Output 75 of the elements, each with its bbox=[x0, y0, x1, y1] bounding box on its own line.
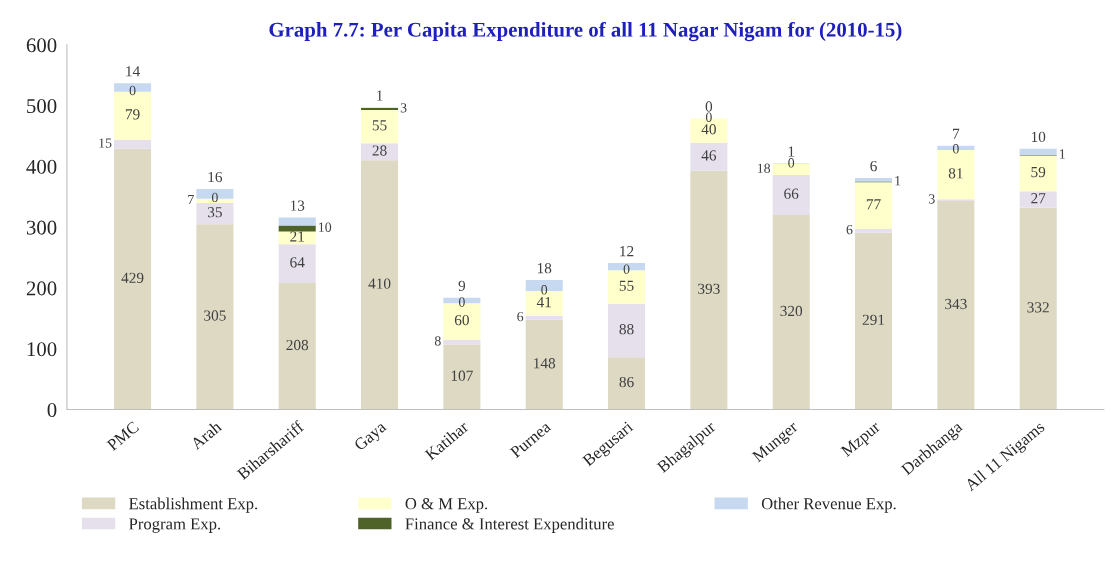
data-label: 55 bbox=[619, 280, 634, 291]
y-tick-label: 500 bbox=[27, 99, 57, 114]
data-label: 0 bbox=[788, 158, 795, 168]
data-label: 343 bbox=[945, 298, 967, 310]
data-label: 0 bbox=[705, 112, 712, 122]
data-label: 7 bbox=[188, 195, 194, 205]
data-label: 15 bbox=[99, 138, 112, 148]
data-label: 10 bbox=[319, 222, 332, 232]
data-label: 40 bbox=[701, 124, 716, 135]
data-label: 66 bbox=[784, 188, 799, 199]
data-label: 27 bbox=[1031, 193, 1046, 204]
data-label: 13 bbox=[290, 200, 305, 211]
data-label: 28 bbox=[372, 145, 387, 156]
data-label: 0 bbox=[211, 192, 218, 203]
data-label: 332 bbox=[1027, 302, 1049, 313]
data-label: 35 bbox=[207, 207, 222, 218]
data-label: 18 bbox=[757, 163, 771, 173]
data-label: 3 bbox=[400, 103, 407, 113]
data-label: 14 bbox=[126, 66, 140, 77]
legend-label: O & M Exp. bbox=[405, 498, 488, 513]
y-tick-label: 300 bbox=[26, 220, 57, 235]
data-label: 429 bbox=[121, 272, 144, 283]
data-label: 305 bbox=[204, 310, 226, 321]
y-tick-label: 100 bbox=[27, 342, 57, 357]
legend-label: Finance & Interest Expenditure bbox=[405, 517, 614, 533]
data-label: 148 bbox=[534, 358, 556, 369]
data-label: 0 bbox=[705, 101, 713, 112]
y-tick-label: 0 bbox=[47, 402, 57, 417]
data-label: 77 bbox=[866, 199, 881, 210]
data-label: 41 bbox=[536, 297, 551, 308]
data-label: 6 bbox=[846, 224, 853, 235]
x-tick-label: Arah bbox=[189, 420, 223, 451]
data-label: 0 bbox=[623, 264, 630, 274]
legend-label: Other Revenue Exp. bbox=[761, 497, 896, 513]
y-tick-label: 400 bbox=[26, 159, 57, 174]
data-label: 86 bbox=[619, 376, 634, 388]
data-label: 60 bbox=[454, 314, 469, 326]
data-label: 55 bbox=[372, 120, 387, 131]
data-label: 16 bbox=[208, 171, 223, 183]
y-tick-label: 200 bbox=[26, 281, 57, 296]
data-label: 0 bbox=[952, 144, 959, 154]
data-label: 8 bbox=[434, 336, 441, 346]
data-label: 79 bbox=[125, 109, 140, 120]
data-label: 6 bbox=[517, 311, 524, 322]
data-label: 410 bbox=[368, 278, 391, 289]
data-label: 7 bbox=[953, 128, 960, 139]
data-label: 208 bbox=[286, 339, 309, 351]
data-label: 1 bbox=[788, 146, 795, 157]
data-label: 21 bbox=[290, 231, 304, 242]
x-tick-label: Gaya bbox=[353, 420, 390, 454]
data-label: 10 bbox=[1031, 131, 1046, 143]
data-label: 3 bbox=[929, 194, 935, 204]
data-label: 320 bbox=[780, 305, 803, 317]
data-label: 9 bbox=[458, 280, 466, 291]
legend-label: Program Exp. bbox=[129, 518, 221, 533]
data-label: 0 bbox=[129, 85, 136, 96]
data-label: 291 bbox=[862, 314, 885, 325]
data-label: 1 bbox=[377, 90, 383, 101]
data-label: 1 bbox=[895, 176, 901, 186]
chart-title: Graph 7.7: Per Capita Expenditure of all 11 Nagar Nigam for (2010-15) bbox=[269, 21, 902, 42]
data-label: 393 bbox=[698, 283, 720, 294]
y-tick-label: 600 bbox=[26, 38, 57, 53]
data-label: 0 bbox=[458, 297, 465, 307]
data-label: 59 bbox=[1031, 166, 1046, 178]
data-label: 107 bbox=[451, 370, 473, 381]
data-label: 64 bbox=[290, 257, 305, 268]
data-label: 46 bbox=[701, 150, 717, 161]
data-label: 81 bbox=[948, 168, 963, 179]
data-label: 88 bbox=[619, 324, 634, 335]
data-label: 18 bbox=[537, 263, 552, 274]
data-label: 1 bbox=[1060, 149, 1065, 159]
legend-label: Establishment Exp. bbox=[129, 497, 258, 513]
data-label: 6 bbox=[870, 160, 877, 172]
data-label: 0 bbox=[541, 285, 548, 295]
data-label: 12 bbox=[620, 246, 634, 257]
